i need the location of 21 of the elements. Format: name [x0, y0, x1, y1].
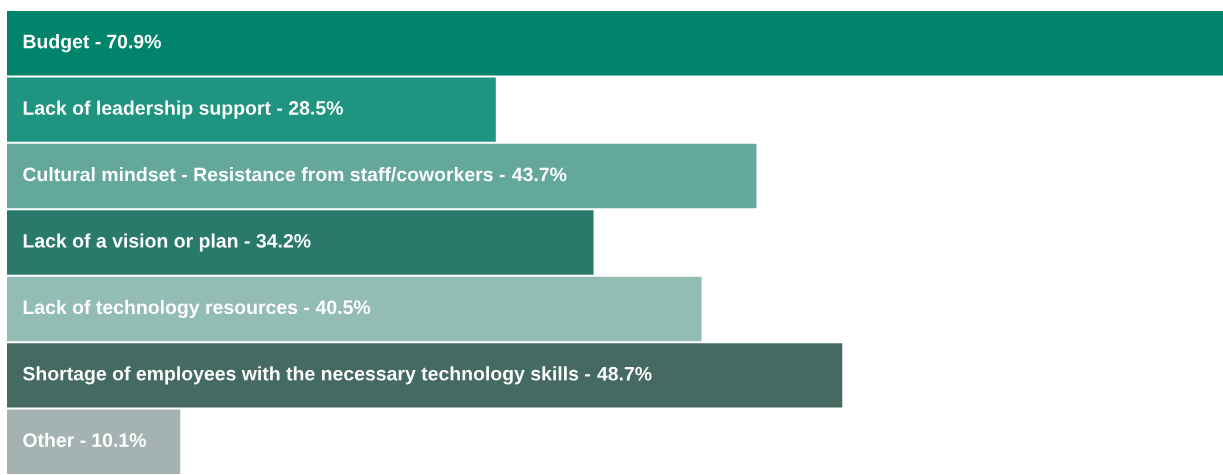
data-label: 28.5% [288, 101, 343, 115]
data-label: 34.2% [256, 233, 311, 248]
bar [7, 210, 594, 275]
bar [7, 343, 843, 408]
bar [7, 11, 1223, 76]
data-label: 43.7% [512, 167, 567, 182]
bar [7, 143, 757, 209]
bar [7, 77, 496, 142]
y-tick-label: Lack of a vision or plan - [23, 233, 250, 252]
y-tick-label: Cultural mindset - Resistance from staff/coworkers - [23, 167, 505, 182]
bar [7, 409, 181, 474]
y-tick-label: Budget - [23, 34, 101, 53]
y-tick-label: Other - [23, 432, 86, 448]
data-label: 48.7% [597, 366, 652, 381]
bar [7, 276, 702, 342]
data-label: 40.5% [315, 300, 371, 315]
y-tick-label: Lack of leadership support - [23, 100, 283, 119]
y-tick-label: Lack of technology resources - [23, 299, 310, 319]
y-tick-label: Shortage of employees with the necessary technology skills - [22, 366, 591, 385]
data-label: 70.9% [107, 34, 161, 49]
data-label: 10.1% [92, 433, 146, 448]
